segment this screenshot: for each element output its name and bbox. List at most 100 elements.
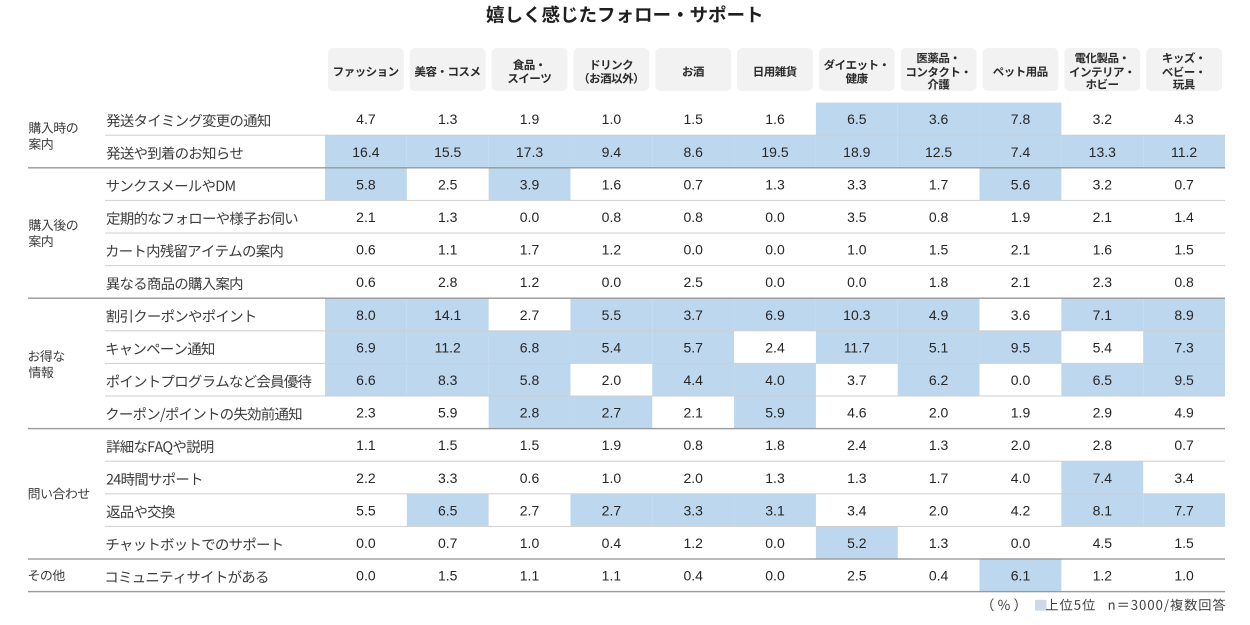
svg-text:15.5: 15.5 xyxy=(434,144,461,160)
svg-text:1.5: 1.5 xyxy=(683,111,703,127)
svg-text:2.8: 2.8 xyxy=(520,405,540,421)
svg-text:14.1: 14.1 xyxy=(434,307,461,323)
svg-text:1.9: 1.9 xyxy=(520,111,540,127)
svg-text:6.9: 6.9 xyxy=(765,307,785,323)
svg-text:1.1: 1.1 xyxy=(520,568,540,584)
svg-text:5.9: 5.9 xyxy=(765,405,785,421)
svg-text:0.0: 0.0 xyxy=(602,274,622,290)
svg-text:12.5: 12.5 xyxy=(925,144,952,160)
svg-text:6.2: 6.2 xyxy=(929,372,949,388)
svg-text:5.7: 5.7 xyxy=(683,339,703,355)
svg-text:5.5: 5.5 xyxy=(602,307,622,323)
svg-text:0.0: 0.0 xyxy=(683,242,703,258)
svg-text:2.7: 2.7 xyxy=(602,502,622,518)
svg-text:6.9: 6.9 xyxy=(356,339,376,355)
svg-text:5.4: 5.4 xyxy=(1093,339,1113,355)
svg-text:8.0: 8.0 xyxy=(356,307,376,323)
svg-text:3.6: 3.6 xyxy=(929,111,949,127)
svg-text:0.4: 0.4 xyxy=(929,568,949,584)
svg-text:5.6: 5.6 xyxy=(1011,176,1031,192)
svg-text:8.1: 8.1 xyxy=(1093,502,1113,518)
svg-text:8.9: 8.9 xyxy=(1174,307,1194,323)
svg-text:0.7: 0.7 xyxy=(683,176,703,192)
svg-text:4.9: 4.9 xyxy=(929,307,949,323)
svg-text:3.3: 3.3 xyxy=(438,470,458,486)
svg-text:4.0: 4.0 xyxy=(1011,470,1031,486)
svg-text:5.2: 5.2 xyxy=(847,535,867,551)
svg-text:3.7: 3.7 xyxy=(683,307,703,323)
svg-text:4.4: 4.4 xyxy=(683,372,703,388)
svg-text:11.2: 11.2 xyxy=(1171,144,1197,160)
svg-text:3.9: 3.9 xyxy=(520,176,540,192)
svg-text:0.0: 0.0 xyxy=(356,535,376,551)
svg-text:1.5: 1.5 xyxy=(929,242,949,258)
svg-text:7.8: 7.8 xyxy=(1011,111,1031,127)
svg-text:2.9: 2.9 xyxy=(1093,405,1113,421)
svg-text:11.7: 11.7 xyxy=(844,339,870,355)
svg-text:2.7: 2.7 xyxy=(602,405,622,421)
svg-text:3.6: 3.6 xyxy=(1011,307,1031,323)
svg-text:2.1: 2.1 xyxy=(683,405,703,421)
svg-text:8.6: 8.6 xyxy=(683,144,703,160)
svg-text:2.8: 2.8 xyxy=(438,274,458,290)
svg-text:0.6: 0.6 xyxy=(520,470,540,486)
svg-text:2.2: 2.2 xyxy=(356,470,376,486)
svg-text:1.5: 1.5 xyxy=(438,437,458,453)
svg-text:1.8: 1.8 xyxy=(765,437,785,453)
svg-text:1.6: 1.6 xyxy=(1093,242,1113,258)
svg-text:9.5: 9.5 xyxy=(1174,372,1194,388)
svg-text:19.5: 19.5 xyxy=(761,144,788,160)
svg-text:0.8: 0.8 xyxy=(929,209,949,225)
svg-text:1.3: 1.3 xyxy=(929,535,949,551)
svg-text:3.4: 3.4 xyxy=(847,502,867,518)
svg-text:1.2: 1.2 xyxy=(602,242,622,258)
svg-text:4.7: 4.7 xyxy=(356,111,376,127)
svg-text:0.8: 0.8 xyxy=(683,209,703,225)
svg-text:1.6: 1.6 xyxy=(765,111,785,127)
svg-text:5.8: 5.8 xyxy=(356,176,376,192)
svg-text:0.0: 0.0 xyxy=(765,209,785,225)
svg-text:0.0: 0.0 xyxy=(765,242,785,258)
svg-text:1.5: 1.5 xyxy=(1174,535,1194,551)
svg-text:1.2: 1.2 xyxy=(1093,568,1113,584)
svg-text:3.2: 3.2 xyxy=(1093,111,1113,127)
svg-text:9.4: 9.4 xyxy=(602,144,622,160)
svg-text:1.9: 1.9 xyxy=(1011,209,1031,225)
svg-text:7.7: 7.7 xyxy=(1174,502,1194,518)
svg-text:2.0: 2.0 xyxy=(929,502,949,518)
svg-text:3.3: 3.3 xyxy=(847,176,867,192)
svg-text:2.5: 2.5 xyxy=(438,176,458,192)
svg-text:2.1: 2.1 xyxy=(1011,242,1031,258)
svg-text:3.1: 3.1 xyxy=(765,502,785,518)
svg-text:7.4: 7.4 xyxy=(1093,470,1113,486)
svg-text:2.0: 2.0 xyxy=(683,470,703,486)
svg-text:5.1: 5.1 xyxy=(929,339,949,355)
svg-text:4.9: 4.9 xyxy=(1174,405,1194,421)
svg-text:2.0: 2.0 xyxy=(929,405,949,421)
svg-text:4.2: 4.2 xyxy=(1011,502,1031,518)
svg-text:0.0: 0.0 xyxy=(356,568,376,584)
svg-text:2.7: 2.7 xyxy=(520,307,540,323)
svg-text:1.6: 1.6 xyxy=(602,176,622,192)
svg-text:6.5: 6.5 xyxy=(1093,372,1113,388)
svg-text:0.4: 0.4 xyxy=(683,568,703,584)
svg-text:0.0: 0.0 xyxy=(1011,535,1031,551)
svg-text:4.0: 4.0 xyxy=(765,372,785,388)
svg-text:3.7: 3.7 xyxy=(847,372,867,388)
svg-text:0.0: 0.0 xyxy=(765,535,785,551)
svg-text:0.8: 0.8 xyxy=(683,437,703,453)
svg-text:6.5: 6.5 xyxy=(438,502,458,518)
svg-text:1.9: 1.9 xyxy=(602,437,622,453)
svg-text:0.0: 0.0 xyxy=(520,209,540,225)
svg-text:2.4: 2.4 xyxy=(847,437,867,453)
svg-text:1.9: 1.9 xyxy=(1011,405,1031,421)
svg-text:3.4: 3.4 xyxy=(1174,470,1194,486)
svg-text:13.3: 13.3 xyxy=(1089,144,1116,160)
svg-text:7.3: 7.3 xyxy=(1174,339,1194,355)
svg-text:5.8: 5.8 xyxy=(520,372,540,388)
svg-text:1.5: 1.5 xyxy=(520,437,540,453)
svg-text:2.3: 2.3 xyxy=(356,405,376,421)
svg-text:1.0: 1.0 xyxy=(602,470,622,486)
svg-text:1.3: 1.3 xyxy=(438,209,458,225)
svg-text:2.4: 2.4 xyxy=(765,339,785,355)
